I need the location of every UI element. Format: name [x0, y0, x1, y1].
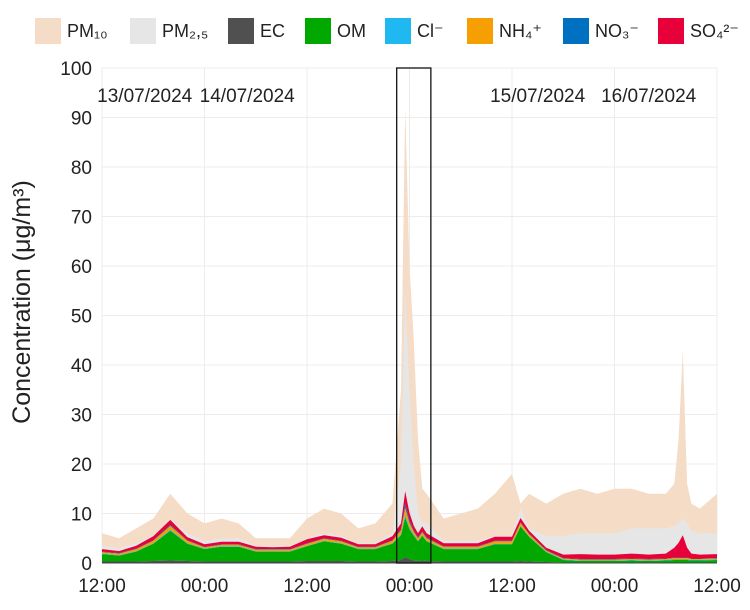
y-tick-label: 60: [71, 257, 92, 278]
legend-swatch: [228, 18, 254, 44]
legend-item: NH₄⁺: [467, 14, 542, 48]
legend-swatch: [305, 18, 331, 44]
x-tick-label: 00:00: [386, 576, 434, 597]
series-area-EC: [102, 557, 717, 563]
legend-label: PM₁₀: [67, 20, 108, 41]
y-tick-label: 40: [71, 356, 92, 377]
x-tick-label: 12:00: [78, 576, 126, 597]
y-tick-label: 100: [60, 59, 92, 80]
legend-swatch: [467, 18, 493, 44]
legend-swatch: [35, 18, 61, 44]
axis-labels: 0 10 20 30 40 50 60 70 80 90 100 12:00 00:00 12:00 00:…: [60, 59, 740, 597]
y-tick-label: 70: [71, 208, 92, 229]
legend-label: SO₄²⁻: [690, 20, 739, 41]
legend-item: PM₁₀: [35, 14, 108, 48]
date-label: 15/07/2024: [490, 86, 586, 107]
y-tick-label: 20: [71, 455, 92, 476]
legend: PM₁₀ PM₂,₅ EC OM Cl⁻ NH₄⁺ NO₃⁻ SO₄²⁻: [0, 14, 750, 48]
legend-label: NH₄⁺: [499, 20, 542, 41]
date-label: 13/07/2024: [97, 86, 193, 107]
x-tick-label: 12:00: [693, 576, 741, 597]
legend-item: OM: [305, 14, 366, 48]
date-label: 14/07/2024: [200, 86, 296, 107]
legend-label: OM: [337, 20, 366, 41]
y-tick-label: 10: [71, 505, 92, 526]
y-tick-label: 80: [71, 158, 92, 179]
y-tick-label: 0: [81, 554, 92, 575]
legend-item: PM₂,₅: [130, 14, 208, 48]
legend-item: NO₃⁻: [563, 14, 639, 48]
x-tick-label: 12:00: [283, 576, 331, 597]
x-tick-label: 00:00: [591, 576, 639, 597]
legend-label: PM₂,₅: [162, 20, 209, 41]
y-tick-label: 50: [71, 307, 92, 328]
x-tick-label: 12:00: [488, 576, 536, 597]
series-areas: [102, 107, 717, 563]
axes: [102, 67, 717, 564]
series-area-PM₁₀: [102, 107, 717, 563]
legend-label: EC: [260, 20, 286, 41]
legend-item: Cl⁻: [385, 14, 444, 48]
y-axis-label: Concentration (μg/m³): [8, 180, 36, 424]
date-label: 16/07/2024: [601, 86, 697, 107]
series-area-PM₂,₅: [102, 290, 717, 563]
highlight-box: [396, 67, 432, 564]
legend-swatch: [563, 18, 589, 44]
legend-label: Cl⁻: [417, 20, 444, 41]
legend-item: SO₄²⁻: [658, 14, 739, 48]
y-tick-label: 90: [71, 109, 92, 130]
series-area-OM: [102, 517, 717, 563]
legend-swatch: [130, 18, 156, 44]
legend-item: EC: [228, 14, 285, 48]
legend-label: NO₃⁻: [595, 20, 639, 41]
y-tick-label: 30: [71, 406, 92, 427]
legend-swatch: [658, 18, 684, 44]
legend-swatch: [385, 18, 411, 44]
x-tick-label: 00:00: [181, 576, 229, 597]
